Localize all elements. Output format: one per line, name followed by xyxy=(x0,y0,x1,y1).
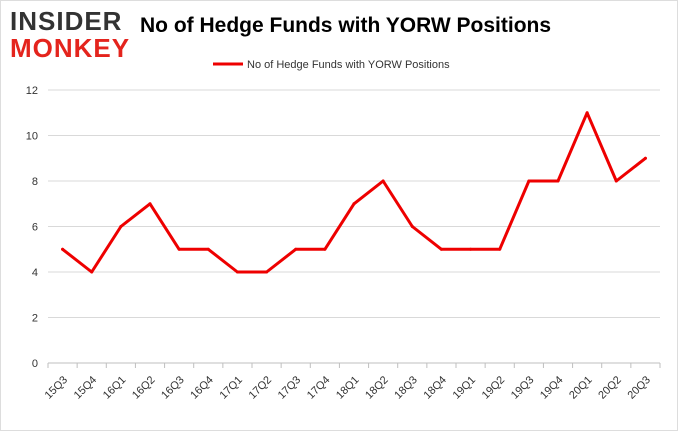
data-point xyxy=(527,179,531,183)
data-point xyxy=(585,111,589,115)
data-point xyxy=(265,270,269,274)
x-tick-label: 18Q1 xyxy=(334,374,362,402)
x-tick-label: 16Q1 xyxy=(101,374,129,402)
data-point xyxy=(556,179,560,183)
y-tick-label: 10 xyxy=(26,131,38,143)
y-tick-label: 4 xyxy=(32,267,38,279)
x-tick-label: 19Q2 xyxy=(480,374,508,402)
x-tick-label: 20Q1 xyxy=(567,374,595,402)
legend-label: No of Hedge Funds with YORW Positions xyxy=(247,59,450,71)
x-tick-label: 16Q2 xyxy=(130,374,158,402)
insider-monkey-logo: INSIDER MONKEY xyxy=(10,8,130,61)
x-tick-label: 19Q1 xyxy=(451,374,479,402)
y-tick-label: 8 xyxy=(32,176,38,188)
logo-text-monkey: MONKEY xyxy=(10,33,131,63)
data-point xyxy=(381,179,385,183)
data-point xyxy=(206,247,210,251)
x-tick-label: 20Q3 xyxy=(625,374,653,402)
legend: No of Hedge Funds with YORW Positions xyxy=(213,59,450,71)
x-tick-label: 18Q3 xyxy=(392,374,420,402)
data-point xyxy=(323,247,327,251)
x-tick-label: 17Q3 xyxy=(276,374,304,402)
x-tick-label: 17Q4 xyxy=(305,374,333,402)
x-tick-label: 17Q2 xyxy=(247,374,275,402)
grid-lines xyxy=(48,89,660,364)
y-tick-label: 6 xyxy=(32,222,38,234)
series-group xyxy=(61,111,647,274)
chart-title: No of Hedge Funds with YORW Positions xyxy=(140,14,552,37)
data-point xyxy=(177,247,181,251)
x-tick-label: 17Q1 xyxy=(217,374,245,402)
data-point xyxy=(614,179,618,183)
data-point xyxy=(235,270,239,274)
x-tick-label: 18Q2 xyxy=(363,374,391,402)
data-point xyxy=(352,202,356,206)
x-tick-label: 20Q2 xyxy=(596,374,624,402)
y-tick-label: 0 xyxy=(32,358,38,370)
x-tick-label: 19Q3 xyxy=(509,374,537,402)
data-point xyxy=(90,270,94,274)
y-tick-label: 2 xyxy=(32,313,38,325)
data-point xyxy=(410,225,414,228)
y-tick-label: 12 xyxy=(26,85,38,97)
x-tick-label: 15Q3 xyxy=(43,374,71,402)
series-line xyxy=(61,111,647,274)
data-point xyxy=(498,247,502,251)
x-tick-label: 16Q3 xyxy=(159,374,187,402)
data-point xyxy=(148,202,152,206)
data-point xyxy=(643,156,647,160)
x-axis: 15Q3 15Q4 16Q1 16Q2 16Q3 16Q4 17Q1 17Q2 17Q3 17Q4… xyxy=(43,362,661,402)
data-point xyxy=(469,247,473,251)
data-point xyxy=(294,247,298,251)
logo-text-insider: INSIDER xyxy=(10,6,123,36)
x-tick-label: 15Q4 xyxy=(72,374,100,402)
x-tick-label: 19Q4 xyxy=(538,374,566,402)
data-point xyxy=(439,247,443,251)
data-point xyxy=(61,247,65,251)
data-point xyxy=(119,225,123,228)
y-axis: 0 2 4 6 8 10 12 xyxy=(26,85,38,370)
x-tick-label: 18Q4 xyxy=(421,374,449,402)
x-tick-label: 16Q4 xyxy=(188,374,216,402)
